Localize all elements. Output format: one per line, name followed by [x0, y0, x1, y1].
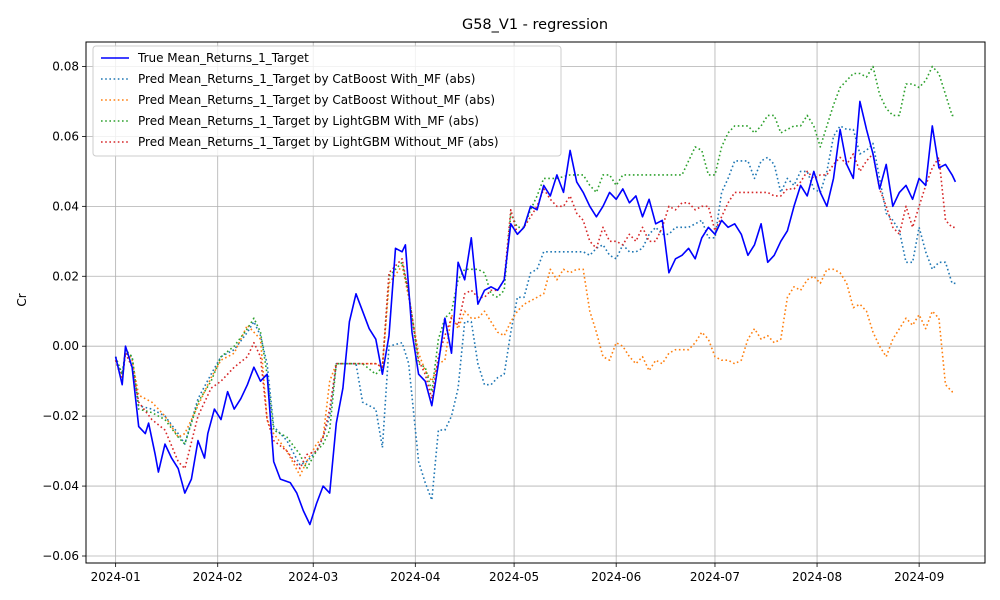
plot-area-frame: [85, 41, 986, 564]
series-line-4: [114, 153, 956, 470]
y-tick-label: 0.00: [52, 339, 79, 353]
axis-ticks: 2024-01 2024-02 2024-03 2024-04 2024-05 2024-…: [42, 59, 944, 584]
series-lines: [114, 65, 957, 526]
y-axis-label: Cr: [15, 293, 29, 306]
legend-entry-label: Pred Mean_Returns_1_Target by LightGBM W…: [138, 114, 479, 128]
legend-entry-label: Pred Mean_Returns_1_Target by LightGBM W…: [138, 135, 499, 149]
x-tick-label: 2024-01: [91, 570, 141, 584]
series-line-0: [114, 100, 957, 526]
legend-entry-label: Pred Mean_Returns_1_Target by CatBoost W…: [138, 72, 475, 86]
x-tick-label: 2024-09: [894, 570, 944, 584]
y-tick-label: 0.02: [52, 269, 79, 283]
y-tick-label: 0.06: [52, 129, 79, 143]
legend-box: [92, 45, 562, 157]
y-tick-label: 0.04: [52, 199, 79, 213]
x-tick-label: 2024-07: [690, 570, 740, 584]
chart-title: G58_V1 - regression: [462, 17, 608, 33]
x-tick-label: 2024-02: [193, 570, 243, 584]
series-line-2: [114, 264, 956, 477]
y-tick-label: −0.04: [42, 479, 79, 493]
x-tick-label: 2024-05: [489, 570, 539, 584]
legend-entry-label: True Mean_Returns_1_Target: [137, 51, 309, 65]
x-tick-label: 2024-04: [390, 570, 440, 584]
x-tick-label: 2024-08: [792, 570, 842, 584]
legend-entry-label: Pred Mean_Returns_1_Target by CatBoost W…: [138, 93, 495, 107]
y-tick-label: 0.08: [52, 59, 79, 73]
x-tick-label: 2024-03: [288, 570, 338, 584]
y-tick-label: −0.06: [42, 549, 79, 563]
series-line-1: [114, 125, 956, 501]
legend: True Mean_Returns_1_Target Pred Mean_Retu…: [92, 45, 562, 157]
y-tick-label: −0.02: [42, 409, 79, 423]
x-tick-label: 2024-06: [591, 570, 641, 584]
